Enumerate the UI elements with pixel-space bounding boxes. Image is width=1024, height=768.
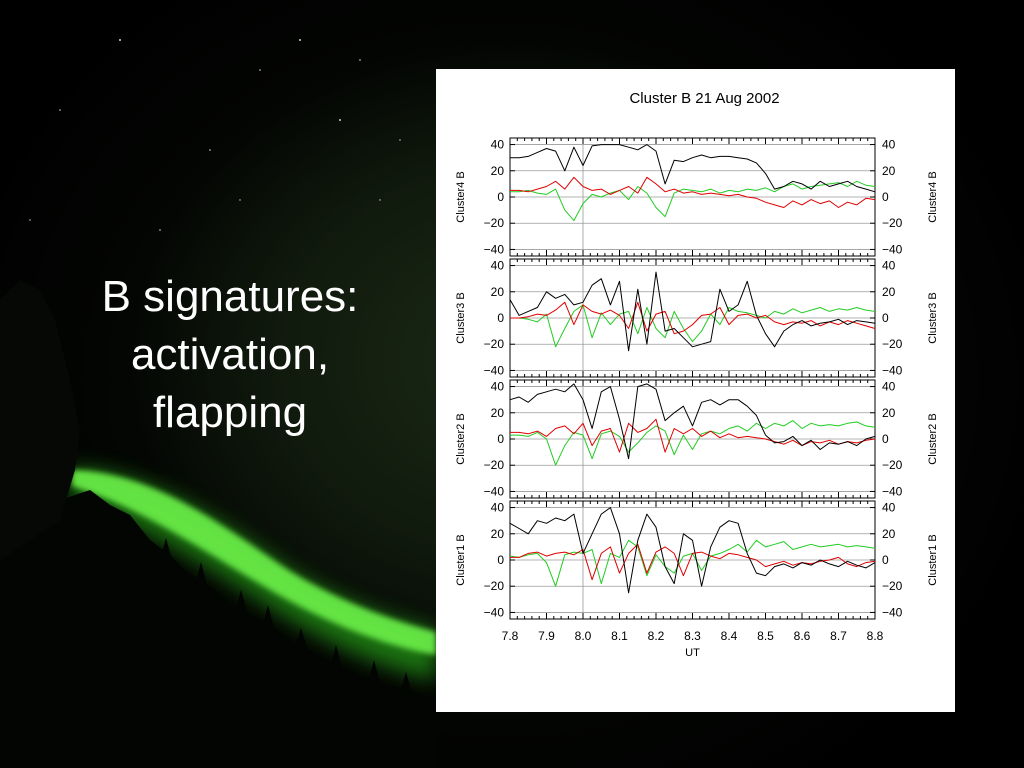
series-line-red-panel-2	[510, 301, 876, 335]
y-tick-label-right: −20	[882, 337, 903, 351]
y-tick-label-left: 0	[497, 311, 504, 325]
y-tick-label-left: −40	[484, 605, 505, 619]
foreground-tree	[0, 280, 80, 560]
x-tick-label: 7.9	[538, 629, 555, 643]
y-axis-label-right: Cluster2 B	[927, 413, 939, 464]
y-tick-label-left: 0	[497, 190, 504, 204]
series-line-red-panel-4	[510, 543, 876, 581]
y-tick-label-left: 40	[491, 501, 505, 515]
series-line-red-panel-3	[510, 418, 876, 453]
chart-title: Cluster B 21 Aug 2002	[629, 90, 779, 107]
y-tick-label-left: −20	[484, 337, 505, 351]
y-tick-label-right: −20	[882, 579, 903, 593]
x-tick-label: 8.3	[684, 629, 701, 643]
y-tick-label-left: 40	[491, 380, 505, 394]
y-axis-label-right: Cluster1 B	[927, 534, 939, 585]
series-line-black-panel-4	[509, 507, 876, 594]
x-tick-label: 8.1	[611, 629, 628, 643]
y-tick-label-right: −20	[882, 216, 903, 230]
y-tick-label-right: −40	[882, 484, 903, 498]
heading-line-2: activation,	[130, 330, 330, 379]
y-tick-label-right: −40	[882, 242, 903, 256]
y-tick-label-right: 20	[882, 406, 896, 420]
series-line-black-panel-3	[509, 383, 876, 460]
y-tick-label-right: −20	[882, 458, 903, 472]
aurora-band	[72, 470, 436, 655]
cluster-b-chart: Cluster B 21 Aug 2002 40 40 20 20 0 0 −20 −20 −40…	[455, 90, 939, 659]
y-tick-label-left: −40	[484, 484, 505, 498]
y-tick-label-left: −40	[484, 363, 505, 377]
slide-heading: B signatures: activation, flapping	[60, 268, 400, 442]
x-tick-label: 8.0	[575, 629, 592, 643]
y-tick-label-left: 0	[497, 432, 504, 446]
stars	[29, 39, 401, 231]
y-axis-label-left: Cluster4 B	[455, 171, 467, 222]
x-tick-label: 8.7	[830, 629, 847, 643]
heading-line-1: B signatures:	[101, 272, 359, 321]
y-axis-label-left: Cluster1 B	[455, 534, 467, 585]
y-tick-label-right: 40	[882, 138, 896, 152]
y-axis-label-right: Cluster4 B	[927, 171, 939, 222]
magnetic-field-figure: Cluster B 21 Aug 2002 40 40 20 20 0 0 −20 −20 −40…	[436, 69, 955, 712]
y-tick-label-left: −20	[484, 216, 505, 230]
heading-line-3: flapping	[152, 388, 308, 437]
y-tick-label-left: −20	[484, 579, 505, 593]
series-line-green-panel-4	[509, 539, 876, 587]
y-tick-label-right: 40	[882, 259, 896, 273]
x-axis-label: UT	[685, 647, 700, 659]
y-tick-label-right: 20	[882, 527, 896, 541]
x-tick-label: 8.5	[757, 629, 774, 643]
y-tick-label-left: 20	[491, 164, 505, 178]
y-axis-label-right: Cluster3 B	[927, 292, 939, 343]
y-tick-label-right: 0	[882, 553, 889, 567]
y-tick-label-right: −40	[882, 605, 903, 619]
x-tick-label: 8.4	[721, 629, 738, 643]
y-tick-label-left: 0	[497, 553, 504, 567]
x-tick-label: 8.6	[794, 629, 811, 643]
series-line-green-panel-3	[510, 420, 876, 466]
y-tick-label-right: 40	[882, 501, 896, 515]
series-line-black-panel-2	[509, 271, 876, 352]
y-tick-label-right: −40	[882, 363, 903, 377]
y-tick-label-right: 20	[882, 164, 896, 178]
series-line-red-panel-1	[510, 176, 876, 208]
x-tick-label: 7.8	[502, 629, 519, 643]
y-tick-label-left: 20	[491, 406, 505, 420]
x-tick-label: 8.2	[648, 629, 665, 643]
y-tick-label-left: −40	[484, 242, 505, 256]
x-tick-label: 8.8	[867, 629, 884, 643]
y-tick-label-left: −20	[484, 458, 505, 472]
y-axis-label-left: Cluster3 B	[455, 292, 467, 343]
y-axis-label-left: Cluster2 B	[455, 413, 467, 464]
y-tick-label-right: 40	[882, 380, 896, 394]
y-tick-label-left: 20	[491, 527, 505, 541]
series-line-green-panel-1	[510, 180, 876, 222]
y-tick-label-right: 20	[882, 285, 896, 299]
series-line-black-panel-1	[510, 144, 876, 193]
y-tick-label-right: 0	[882, 432, 889, 446]
y-tick-label-right: 0	[882, 190, 889, 204]
y-tick-label-left: 40	[491, 259, 505, 273]
y-tick-label-right: 0	[882, 311, 889, 325]
y-tick-label-left: 40	[491, 138, 505, 152]
treeline-silhouette	[0, 490, 436, 768]
y-tick-label-left: 20	[491, 285, 505, 299]
